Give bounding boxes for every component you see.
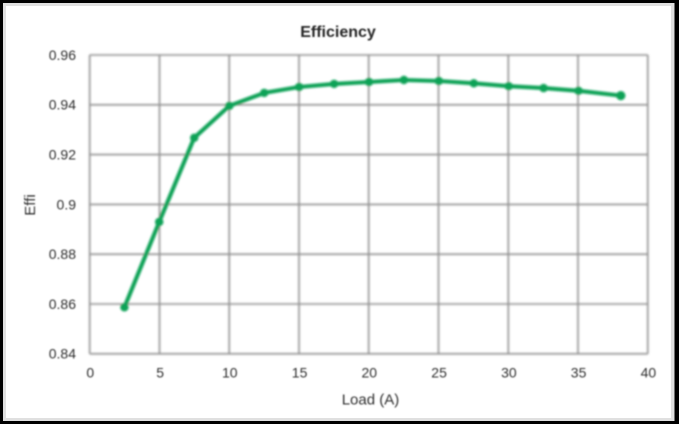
svg-text:0.88: 0.88 <box>49 246 76 262</box>
svg-text:Effi: Effi <box>22 194 39 215</box>
svg-text:0.86: 0.86 <box>49 296 76 312</box>
svg-text:Load (A): Load (A) <box>342 392 400 409</box>
svg-text:25: 25 <box>431 365 447 381</box>
svg-text:20: 20 <box>362 365 378 381</box>
svg-text:10: 10 <box>222 365 238 381</box>
svg-text:0.96: 0.96 <box>49 47 76 63</box>
svg-text:30: 30 <box>501 365 517 381</box>
svg-text:35: 35 <box>571 365 587 381</box>
svg-text:0: 0 <box>86 365 94 381</box>
svg-text:0.92: 0.92 <box>49 147 76 163</box>
svg-text:0.94: 0.94 <box>49 97 76 113</box>
svg-text:5: 5 <box>156 365 164 381</box>
svg-text:Efficiency: Efficiency <box>300 24 376 41</box>
svg-text:40: 40 <box>641 365 657 381</box>
svg-text:0.84: 0.84 <box>49 346 76 362</box>
svg-text:15: 15 <box>292 365 308 381</box>
svg-text:0.9: 0.9 <box>57 196 77 212</box>
